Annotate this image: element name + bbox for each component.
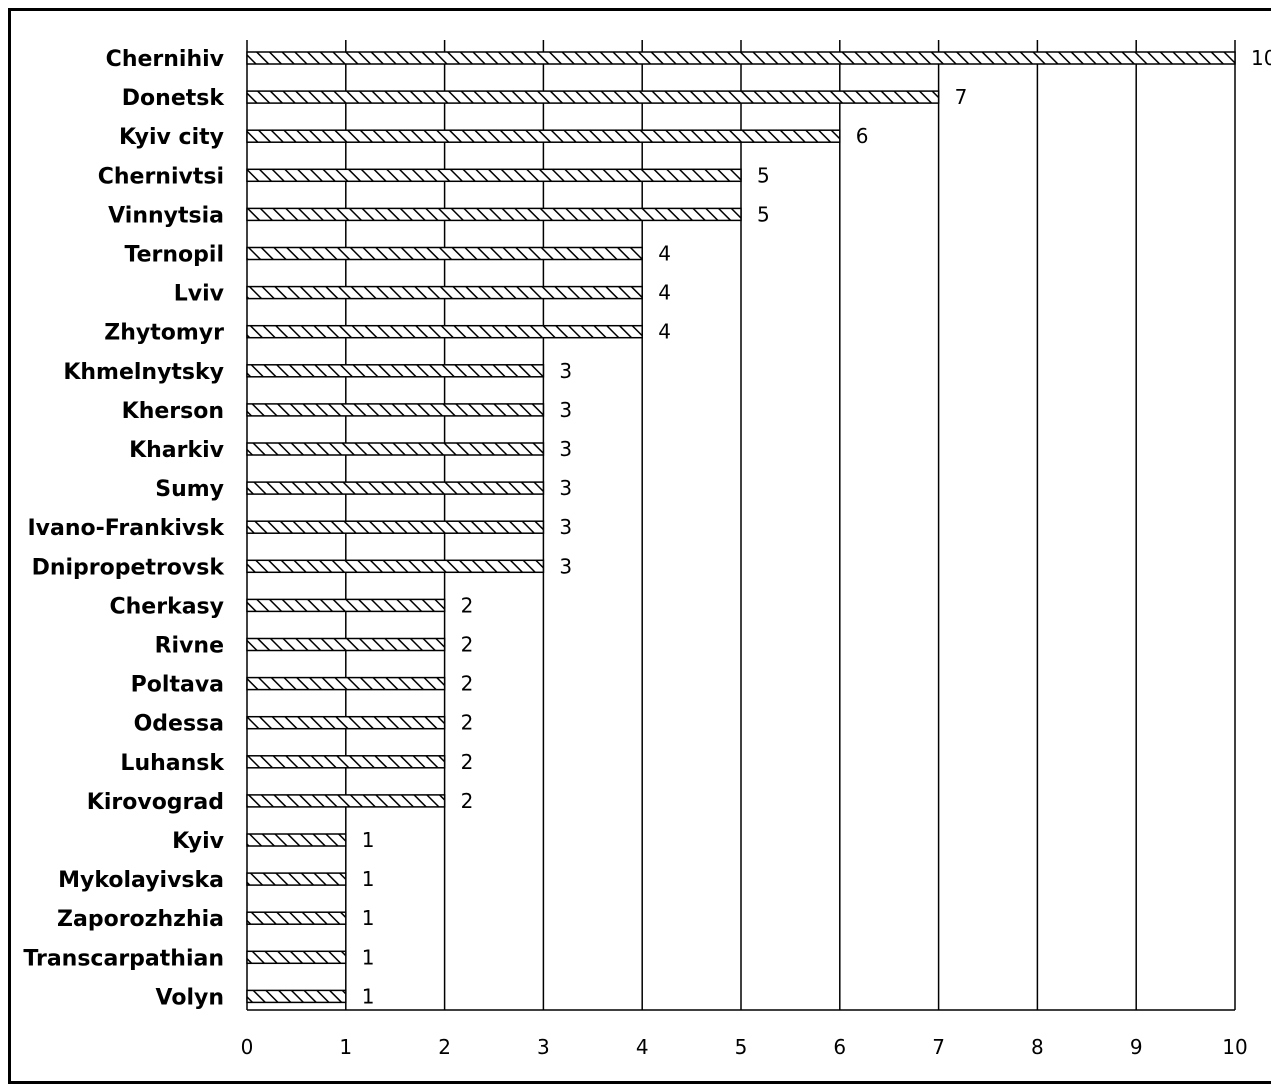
value-label: 3 <box>559 398 572 422</box>
bar <box>246 51 1236 65</box>
value-label: 1 <box>362 906 375 930</box>
category-label: Chernihiv <box>106 47 225 72</box>
category-label: Ivano-Frankivsk <box>28 516 226 541</box>
bar <box>246 129 841 143</box>
bar <box>246 755 446 769</box>
category-label: Khmelnytsky <box>63 360 224 385</box>
bar <box>246 872 347 886</box>
x-tick-label: 0 <box>241 1035 254 1059</box>
bar <box>246 833 347 847</box>
x-tick-label: 5 <box>735 1035 748 1059</box>
category-label: Volyn <box>156 985 224 1010</box>
value-label: 5 <box>757 202 770 226</box>
value-label: 1 <box>362 828 375 852</box>
x-tick-label: 8 <box>1031 1035 1044 1059</box>
bars <box>246 51 1236 1004</box>
value-label: 3 <box>559 554 572 578</box>
bar <box>246 559 545 574</box>
bar <box>246 794 446 808</box>
x-tick-labels: 0 1 2 3 4 5 6 7 8 9 10 <box>241 1035 1248 1059</box>
category-label: Cherkasy <box>110 594 225 619</box>
category-label: Kherson <box>122 399 224 424</box>
bar <box>246 911 347 925</box>
category-label: Kirovograd <box>87 790 224 815</box>
value-label: 2 <box>461 633 474 657</box>
bar <box>246 481 545 495</box>
bar <box>246 207 742 222</box>
value-label: 2 <box>461 593 474 617</box>
bar <box>246 989 347 1004</box>
category-label: Donetsk <box>122 86 226 111</box>
category-label: Kyiv <box>172 829 225 854</box>
bar <box>246 442 545 456</box>
bar <box>246 246 643 261</box>
value-label: 4 <box>658 320 671 344</box>
category-label: Transcarpathian <box>23 946 224 971</box>
x-tick-label: 9 <box>1130 1035 1143 1059</box>
value-label: 6 <box>856 124 869 148</box>
bar <box>246 90 940 104</box>
x-tick-label: 7 <box>932 1035 945 1059</box>
bar <box>246 950 347 965</box>
category-label: Poltava <box>131 673 224 698</box>
bar <box>246 520 545 534</box>
category-label: Kyiv city <box>119 125 224 150</box>
category-label: Zhytomyr <box>104 321 224 346</box>
bar <box>246 168 742 183</box>
category-label: Rivne <box>155 634 224 659</box>
category-label: Kharkiv <box>129 438 225 463</box>
bar <box>246 364 545 378</box>
category-label: Mykolayivska <box>58 868 224 893</box>
value-label: 10 <box>1251 46 1271 70</box>
bar <box>246 598 446 613</box>
x-tick-label: 6 <box>833 1035 846 1059</box>
value-label: 2 <box>461 672 474 696</box>
value-label: 2 <box>461 789 474 813</box>
x-tick-label: 1 <box>339 1035 352 1059</box>
x-tick-label: 4 <box>636 1035 649 1059</box>
value-label: 3 <box>559 437 572 461</box>
chart-frame <box>8 8 1271 1084</box>
category-label: Odessa <box>134 712 224 737</box>
bar <box>246 324 643 339</box>
category-labels: Chernihiv Donetsk Kyiv city Chernivtsi Vinny… <box>23 47 225 1010</box>
category-label: Zaporozhzhia <box>57 907 224 932</box>
bar <box>246 285 643 300</box>
value-label: 2 <box>461 711 474 735</box>
bar <box>246 637 446 652</box>
value-label: 5 <box>757 163 770 187</box>
category-label: Lviv <box>174 282 225 307</box>
value-label: 3 <box>559 359 572 383</box>
bar <box>246 715 446 730</box>
bar <box>246 676 446 691</box>
category-label: Sumy <box>155 477 224 502</box>
x-tick-label: 3 <box>537 1035 550 1059</box>
value-labels: 10 7 6 5 5 4 4 4 3 3 3 3 3 3 2 2 2 2 2 2 1 1 1 1 1 <box>362 46 1271 1008</box>
value-label: 4 <box>658 281 671 305</box>
bar <box>246 403 545 417</box>
category-label: Luhansk <box>120 751 225 776</box>
value-label: 4 <box>658 242 671 266</box>
category-label: Vinnytsia <box>108 203 224 228</box>
value-label: 3 <box>559 515 572 539</box>
x-tick-label: 10 <box>1222 1035 1247 1059</box>
category-label: Dnipropetrovsk <box>32 555 226 580</box>
value-label: 1 <box>362 945 375 969</box>
category-label: Ternopil <box>125 243 224 268</box>
value-label: 2 <box>461 750 474 774</box>
value-label: 1 <box>362 984 375 1008</box>
category-label: Chernivtsi <box>98 164 224 189</box>
value-label: 3 <box>559 476 572 500</box>
x-tick-label: 2 <box>438 1035 451 1059</box>
value-label: 7 <box>955 85 968 109</box>
value-label: 1 <box>362 867 375 891</box>
